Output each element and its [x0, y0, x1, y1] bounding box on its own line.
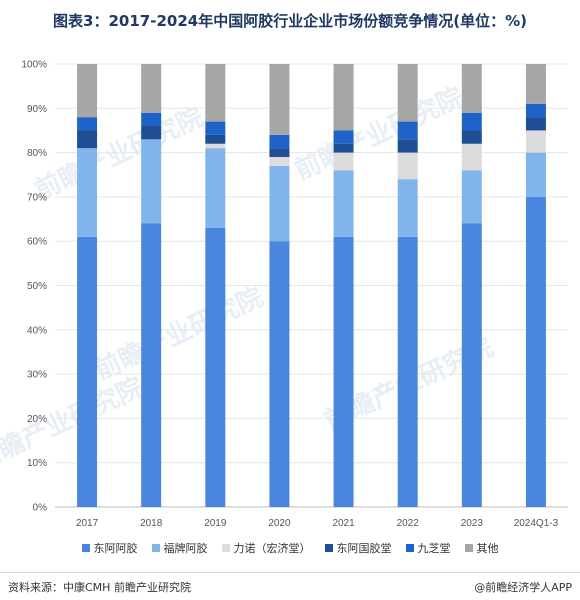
bar-segment [461, 64, 482, 113]
x-tick-label: 2024Q1-3 [514, 518, 559, 529]
y-tick-label: 20% [27, 414, 47, 425]
legend-label: 九芝堂 [417, 542, 451, 555]
bar-segment [461, 112, 482, 131]
bar-segment [141, 64, 162, 113]
x-tick-label: 2017 [76, 518, 99, 529]
y-tick-label: 90% [27, 104, 47, 115]
legend-item: 福牌阿胶 [151, 540, 208, 556]
brand-note: @前瞻经济学人APP [474, 581, 572, 594]
watermark-text: 前瞻产业研究院 [30, 101, 208, 206]
bar-segment [397, 139, 418, 153]
legend: 东阿阿胶 福牌阿胶 力诺（宏济堂） 东阿国胶堂 九芝堂 其他 [0, 540, 580, 556]
legend-swatch [405, 544, 414, 552]
bar-segment [461, 143, 482, 171]
bar-segment [397, 121, 418, 140]
y-tick-label: 0% [33, 503, 48, 514]
watermark-text: 前瞻产业研究院 [290, 81, 468, 186]
y-tick-label: 100% [21, 60, 47, 71]
x-tick-label: 2023 [461, 518, 484, 529]
bar-segment [525, 103, 546, 118]
legend-label: 力诺（宏济堂） [233, 542, 311, 555]
x-tick-label: 2019 [204, 518, 227, 529]
bar-segment [461, 223, 482, 508]
bar-segment [141, 223, 162, 508]
bar-segment [269, 165, 290, 242]
legend-swatch [151, 544, 160, 552]
legend-item: 九芝堂 [405, 540, 451, 556]
bar-segment [269, 134, 290, 149]
legend-label: 东阿国胶堂 [336, 542, 392, 555]
bar-segment [333, 143, 354, 153]
bar-segment [141, 112, 162, 127]
bar-segment [77, 117, 98, 131]
y-tick-label: 30% [27, 370, 47, 381]
legend-item: 力诺（宏济堂） [221, 540, 311, 556]
legend-label: 福牌阿胶 [163, 542, 208, 555]
x-axis: 2017 2018 2019 2020 2021 2022 2023 2024Q1-3 [76, 518, 559, 529]
bar-segment [525, 117, 546, 131]
source-note: 资料来源：中康CMH 前瞻产业研究院 [8, 581, 191, 594]
legend-swatch [221, 544, 230, 552]
bar-segment [77, 130, 98, 149]
watermarks: 前瞻产业研究院前瞻产业研究院前瞻产业研究院前瞻产业研究院前瞻产业研究院 [0, 81, 498, 476]
bar-segment [77, 148, 98, 237]
bar-segment [141, 126, 162, 140]
bar-segment [525, 196, 546, 507]
x-tick-label: 2021 [332, 518, 355, 529]
watermark-text: 前瞻产业研究院 [0, 371, 148, 476]
x-tick-label: 2022 [397, 518, 420, 529]
watermark-text: 前瞻产业研究院 [90, 281, 268, 386]
bar-segment [333, 130, 354, 144]
stacked-bar-chart: 前瞻产业研究院前瞻产业研究院前瞻产业研究院前瞻产业研究院前瞻产业研究院 0% 10… [0, 60, 568, 529]
bar-segment [461, 170, 482, 224]
bar-segment [525, 152, 546, 197]
grid-lines [55, 63, 568, 508]
x-tick-label: 2020 [268, 518, 291, 529]
legend-swatch [81, 544, 90, 552]
bar-segment [205, 121, 226, 135]
bar-segment [205, 148, 226, 228]
y-tick-label: 50% [27, 281, 47, 292]
y-tick-label: 80% [27, 148, 47, 159]
bar-segment [333, 152, 354, 171]
bar-segment [397, 152, 418, 180]
bar-segment [269, 64, 290, 135]
bar-segment [77, 64, 98, 118]
bar-segment [205, 143, 226, 149]
bar-segment [397, 179, 418, 237]
x-tick-label: 2018 [140, 518, 163, 529]
bar-segment [269, 148, 290, 158]
y-tick-label: 10% [27, 458, 47, 469]
legend-item: 东阿阿胶 [81, 540, 138, 556]
y-tick-label: 70% [27, 192, 47, 203]
legend-item: 其他 [464, 540, 499, 556]
bars [77, 64, 546, 508]
bar-segment [205, 64, 226, 122]
legend-label: 东阿阿胶 [93, 542, 138, 555]
legend-swatch [464, 544, 473, 552]
bar-segment [461, 130, 482, 144]
bar-segment [525, 130, 546, 153]
bar-segment [77, 236, 98, 507]
bar-segment [333, 236, 354, 507]
bar-segment [269, 241, 290, 507]
y-axis: 0% 10% 20% 30% 40% 50% 60% 70% 80% 90% 100% [21, 60, 47, 514]
chart-title: 图表3：2017-2024年中国阿胶行业企业市场份额竞争情况(单位：%) [53, 12, 527, 30]
bar-segment [205, 134, 226, 144]
bar-segment [269, 157, 290, 166]
bar-segment [397, 236, 418, 507]
bar-segment [333, 64, 354, 131]
footer: 资料来源：中康CMH 前瞻产业研究院 @前瞻经济学人APP [0, 572, 580, 600]
bar-segment [525, 64, 546, 104]
legend-label: 其他 [476, 542, 499, 555]
bar-segment [333, 170, 354, 237]
y-tick-label: 60% [27, 237, 47, 248]
bar-segment [397, 64, 418, 122]
bar-segment [141, 139, 162, 224]
legend-item: 东阿国胶堂 [324, 540, 392, 556]
y-tick-label: 40% [27, 325, 47, 336]
bar-segment [205, 227, 226, 507]
legend-swatch [324, 544, 333, 552]
